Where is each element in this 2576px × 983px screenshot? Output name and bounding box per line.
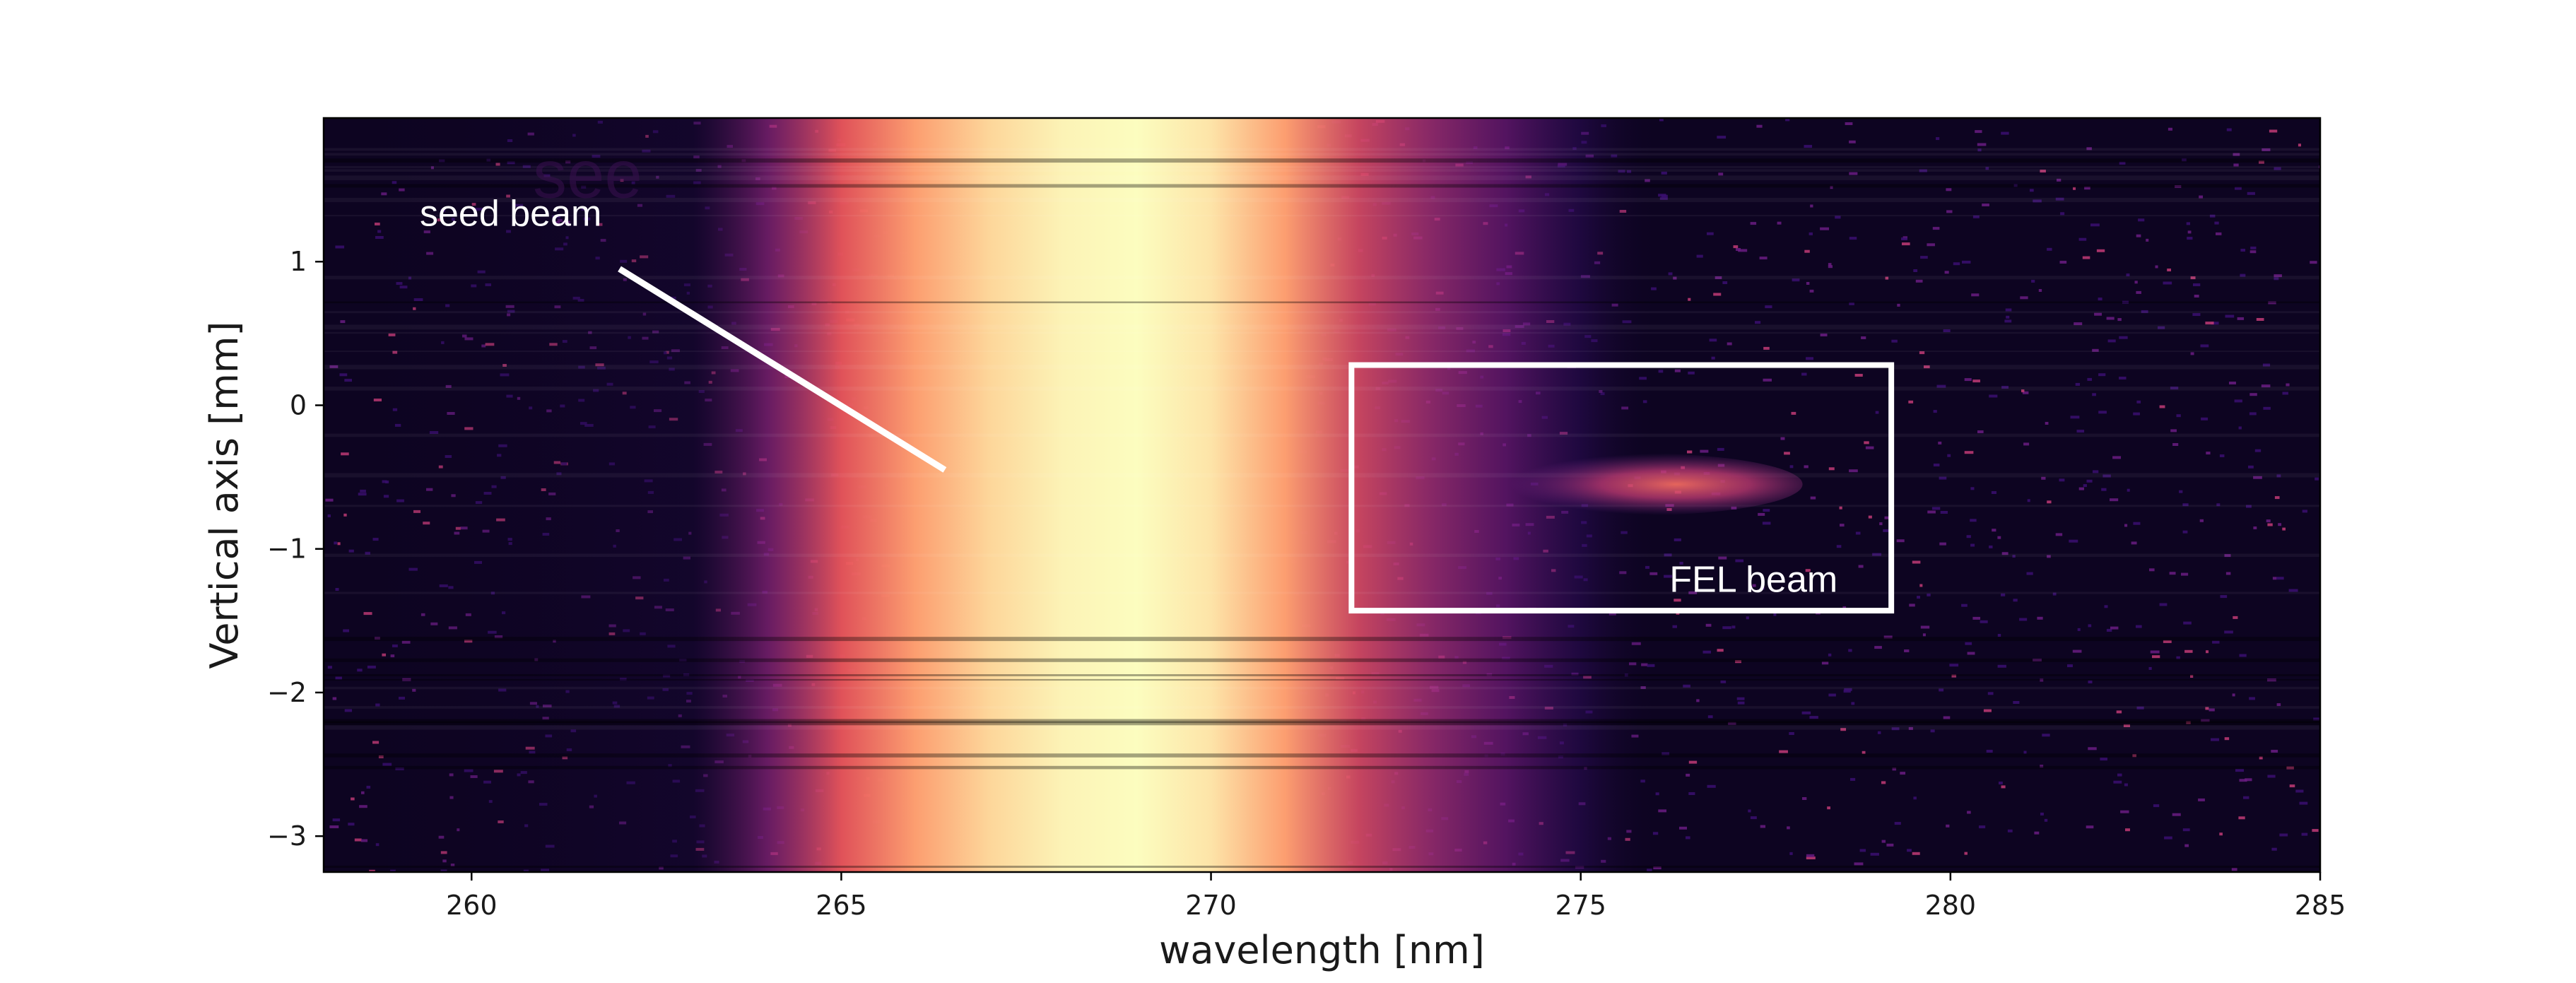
annotation-overlay: see seed beam FEL beam: [420, 136, 1895, 614]
y-tick-label: −2: [267, 677, 307, 708]
plot-frame: [322, 117, 2322, 873]
y-axis-title: Vertical axis [mm]: [202, 322, 247, 669]
fel-beam-label: FEL beam: [1669, 560, 1837, 601]
x-tick-label: 260: [446, 890, 498, 921]
pointer-line: [618, 266, 947, 473]
x-axis: 260 265 270 275 280 285: [446, 872, 2346, 921]
y-tick-label: 0: [290, 389, 307, 420]
y-tick-label: −1: [267, 534, 307, 565]
x-axis-title: wavelength [nm]: [1159, 928, 1485, 972]
ghost-text: see: [533, 136, 642, 212]
seed-beam-band: [324, 118, 2320, 872]
y-tick-label: −3: [267, 820, 307, 852]
plot-area: [322, 117, 2322, 873]
x-tick-label: 280: [1925, 890, 1977, 921]
x-tick-label: 275: [1555, 890, 1606, 921]
seed-beam-label: seed beam: [420, 193, 601, 234]
y-axis: 1 0 −1 −2 −3: [267, 246, 324, 852]
y-tick-label: 1: [290, 246, 307, 277]
x-tick-label: 265: [816, 890, 867, 921]
horizontal-stripes: [324, 148, 2320, 868]
fel-beam-feature: [1469, 453, 1803, 516]
fel-beam-highlight-box: [1348, 362, 1895, 614]
x-tick-label: 270: [1185, 890, 1237, 921]
x-tick-label: 285: [2295, 890, 2346, 921]
